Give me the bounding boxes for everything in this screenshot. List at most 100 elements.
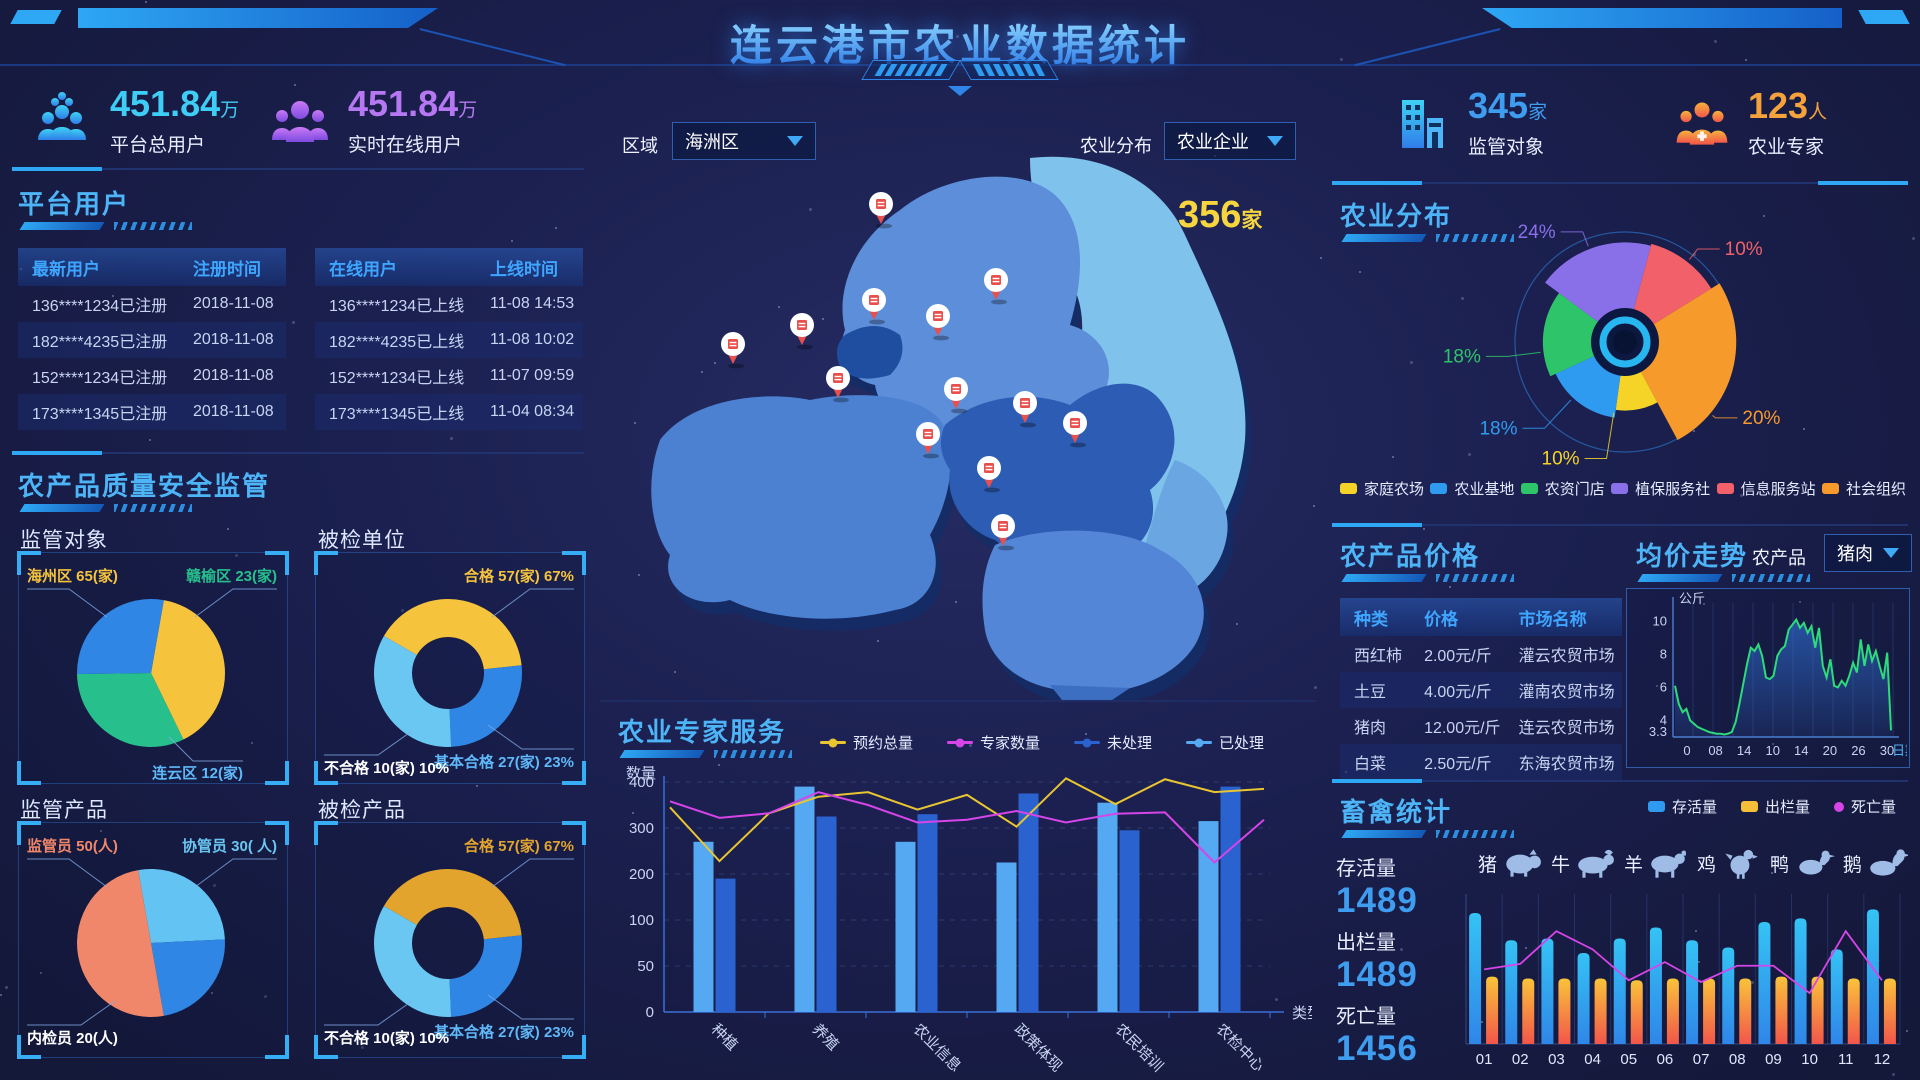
livestock-chart: 01 02 03 04 05 06 07 08 09 10 11 12 bbox=[1465, 894, 1901, 1068]
dist-select[interactable]: 农业企业 bbox=[1164, 122, 1296, 160]
map-pin[interactable] bbox=[916, 422, 940, 459]
animal-item[interactable]: 羊 bbox=[1624, 846, 1689, 880]
map-pin[interactable] bbox=[984, 268, 1008, 305]
label-connector bbox=[1485, 351, 1541, 357]
bar bbox=[1486, 976, 1499, 1044]
legend-label: 存活量 bbox=[1672, 799, 1718, 816]
pie-slice-label: 海州区 65(家) bbox=[27, 567, 118, 585]
table-cell: 182****4235已注册 bbox=[32, 334, 168, 351]
legend-item[interactable]: 未处理 bbox=[1074, 732, 1152, 753]
legend-item[interactable]: 死亡量 bbox=[1834, 796, 1896, 817]
svg-text:3.3: 3.3 bbox=[1649, 724, 1667, 739]
map-pin[interactable] bbox=[991, 514, 1015, 551]
table-cell: 2.00元/斤 bbox=[1424, 648, 1492, 665]
animal-item[interactable]: 鸭 bbox=[1770, 846, 1835, 880]
svg-text:26: 26 bbox=[1851, 743, 1865, 758]
chevron-down-icon bbox=[787, 136, 803, 146]
svg-text:0: 0 bbox=[646, 1004, 654, 1021]
star-dot bbox=[292, 321, 295, 324]
legend-item[interactable]: 农业基地 bbox=[1430, 478, 1514, 499]
svg-text:类型: 类型 bbox=[1292, 1005, 1312, 1022]
legend-item[interactable]: 农资门店 bbox=[1520, 478, 1605, 499]
pie-slice-label: 合格 57(家) 67% bbox=[463, 567, 574, 585]
bar bbox=[1775, 976, 1788, 1044]
bar bbox=[895, 841, 916, 1012]
pie-slice bbox=[374, 906, 452, 1017]
region-select[interactable]: 海洲区 bbox=[672, 122, 816, 160]
animal-item[interactable]: 牛 bbox=[1551, 846, 1616, 880]
expert-service-legend: 预约总量 专家数量 未处理 已处理 bbox=[820, 732, 1264, 753]
x-axis-label: 12 bbox=[1874, 1051, 1891, 1068]
bar bbox=[1794, 918, 1807, 1044]
goose-icon bbox=[1870, 849, 1908, 876]
legend-item[interactable]: 信息服务站 bbox=[1716, 478, 1816, 499]
map-pin[interactable] bbox=[862, 288, 886, 325]
bar bbox=[1686, 940, 1699, 1044]
map-pin[interactable] bbox=[790, 313, 814, 350]
animal-item[interactable]: 鹅 bbox=[1843, 846, 1908, 880]
animal-label: 鸡 bbox=[1696, 854, 1716, 876]
x-axis-label: 04 bbox=[1584, 1051, 1601, 1068]
legend-item[interactable]: 已处理 bbox=[1186, 732, 1264, 753]
legend-label: 出栏量 bbox=[1765, 799, 1811, 816]
chicken-icon bbox=[1725, 849, 1758, 879]
region-map[interactable] bbox=[600, 140, 1320, 700]
star-dot bbox=[511, 240, 513, 242]
map-pin[interactable] bbox=[721, 332, 745, 369]
legend-item[interactable]: 出栏量 bbox=[1741, 796, 1810, 817]
table-row: 152****1234已注册 2018-11-08 bbox=[18, 358, 286, 394]
map-pin[interactable] bbox=[869, 192, 893, 229]
bar bbox=[715, 878, 736, 1012]
line-series bbox=[1674, 617, 1892, 736]
map-pin[interactable] bbox=[944, 377, 968, 414]
legend-label: 家庭农场 bbox=[1364, 481, 1425, 498]
table-cell: 东海农贸市场 bbox=[1518, 756, 1615, 773]
trend-product-select[interactable]: 猪肉 bbox=[1824, 534, 1912, 572]
svg-text:200: 200 bbox=[629, 866, 654, 883]
x-axis-label: 农民培训 bbox=[1112, 1021, 1166, 1075]
table-cell: 173****1345已注册 bbox=[32, 406, 168, 423]
dist-label: 农业分布 bbox=[1080, 136, 1152, 156]
svg-text:0: 0 bbox=[1683, 743, 1690, 758]
pie-box-inspected-units: 合格 57(家) 67% 基本合格 27(家) 23% 不合格 10(家) 10% bbox=[314, 551, 586, 785]
divider bbox=[1332, 779, 1908, 783]
map-pin[interactable] bbox=[826, 366, 850, 403]
section-title-decor bbox=[1340, 830, 1514, 839]
label-connector bbox=[1712, 415, 1738, 419]
star-dot bbox=[1423, 528, 1425, 530]
bar bbox=[1505, 940, 1518, 1044]
svg-text:公斤: 公斤 bbox=[1679, 591, 1705, 606]
livestock-stat-dead: 死亡量 1456 bbox=[1336, 1006, 1418, 1068]
x-axis-label: 01 bbox=[1476, 1051, 1493, 1068]
map-pin[interactable] bbox=[1063, 411, 1087, 448]
legend-item[interactable]: 存活量 bbox=[1648, 796, 1717, 817]
svg-text:400: 400 bbox=[629, 774, 654, 791]
map-pin[interactable] bbox=[926, 304, 950, 341]
pie-slice bbox=[383, 599, 522, 670]
online-users-icon bbox=[272, 100, 328, 142]
map-pin[interactable] bbox=[977, 456, 1001, 493]
svg-text:8: 8 bbox=[1660, 646, 1667, 661]
label-connector bbox=[194, 858, 277, 888]
label-connector bbox=[487, 994, 574, 1020]
bar bbox=[1830, 949, 1843, 1044]
star-dot bbox=[1912, 237, 1915, 240]
label-connector bbox=[324, 1000, 413, 1026]
bar bbox=[1469, 912, 1482, 1044]
bar bbox=[1722, 947, 1735, 1044]
experts-icon bbox=[1676, 101, 1728, 145]
table-cell: 11-08 14:53 bbox=[489, 295, 575, 312]
header-bar-decor-right bbox=[1482, 8, 1842, 28]
legend-item[interactable]: 家庭农场 bbox=[1340, 478, 1424, 499]
table-cell: 土豆 bbox=[1354, 684, 1387, 701]
price-table: 种类 价格 市场名称 西红柿 2.00元/斤 灌云农贸市场 土豆 4.00元/斤 灌南农贸市场猪… bbox=[1340, 598, 1622, 780]
divider bbox=[1332, 181, 1908, 185]
legend-item[interactable]: 预约总量 bbox=[820, 732, 913, 753]
legend-item[interactable]: 植保服务社 bbox=[1611, 478, 1710, 499]
animal-item[interactable]: 鸡 bbox=[1697, 846, 1762, 880]
section-title-platform-users: 平台用户 bbox=[18, 189, 131, 219]
legend-item[interactable]: 专家数量 bbox=[947, 732, 1040, 753]
map-pin[interactable] bbox=[1013, 391, 1037, 428]
legend-item[interactable]: 社会组织 bbox=[1821, 478, 1906, 499]
animal-item[interactable]: 猪 bbox=[1478, 846, 1543, 880]
